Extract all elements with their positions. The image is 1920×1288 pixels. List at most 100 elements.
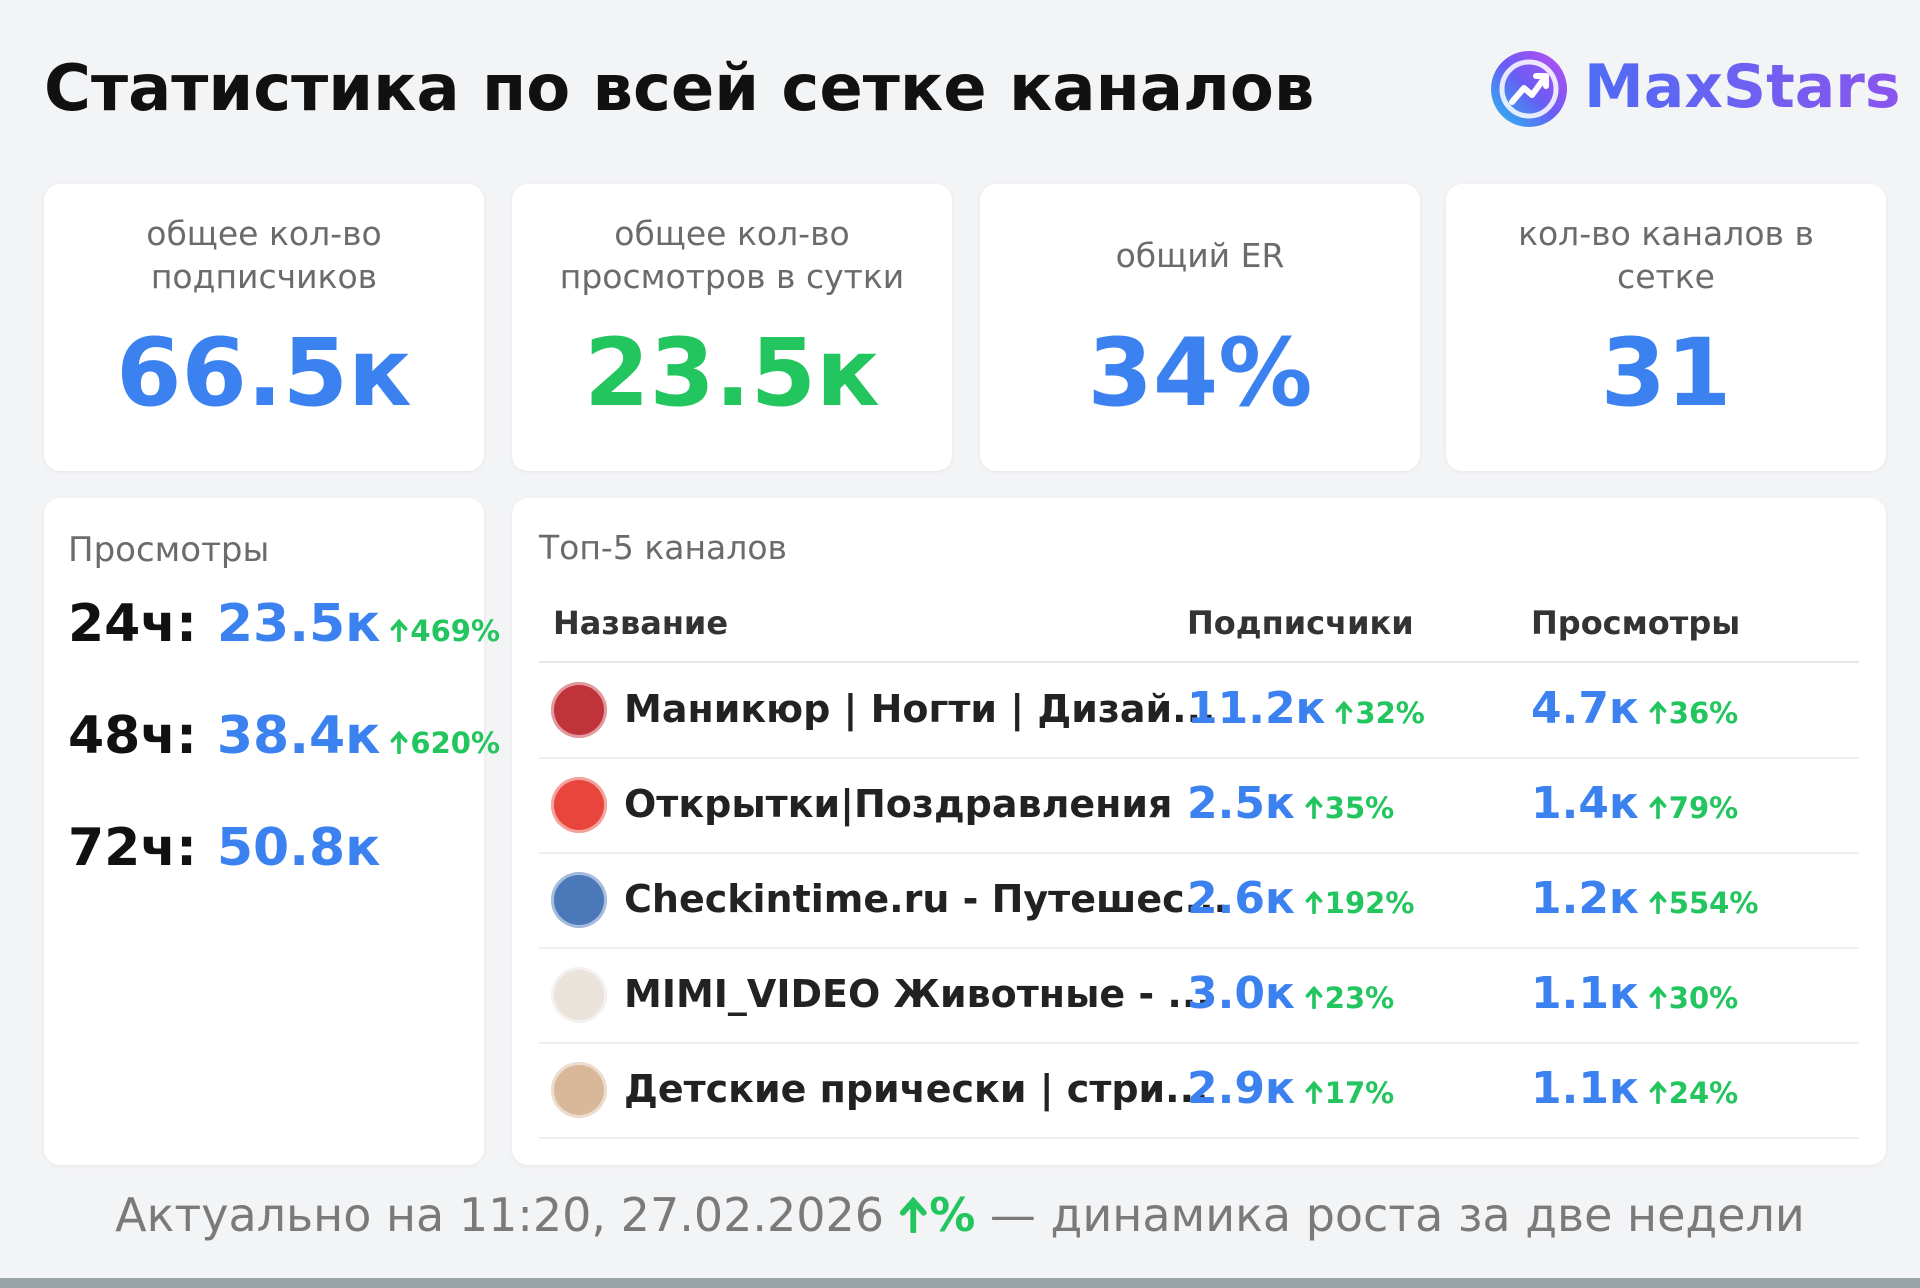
views-row: 72ч: 50.8к <box>68 818 380 878</box>
growth: 17% <box>1305 1076 1394 1110</box>
arrow-icon <box>1305 891 1323 915</box>
period: 72ч: <box>68 818 197 878</box>
footer-legend-wrap: % <box>899 1188 976 1242</box>
stat-value: 66.5к <box>116 319 412 428</box>
growth-value: 32% <box>1355 696 1425 730</box>
views: 1.1к <box>1531 1063 1639 1114</box>
views-value: 23.5к <box>216 594 381 654</box>
views: 1.4к <box>1531 778 1639 829</box>
stat-card: общее кол-во просмотров в сутки 23.5к <box>512 184 952 471</box>
growth-value: 17% <box>1324 1076 1395 1110</box>
views-row: 48ч: 38.4к 620% <box>68 706 500 766</box>
views-value: 38.4к <box>216 706 381 766</box>
arrow-icon <box>1305 986 1323 1010</box>
stat-value: 31 <box>1600 319 1732 428</box>
channel-avatar <box>551 967 607 1023</box>
subscribers: 2.9к <box>1187 1063 1295 1114</box>
subscribers: 11.2к <box>1187 683 1326 734</box>
stat-label: общий ER <box>1115 235 1285 275</box>
arrow-icon <box>1649 701 1667 725</box>
arrow-icon <box>1305 796 1323 820</box>
views: 1.1к <box>1531 968 1639 1019</box>
table-row: Открытки|Поздравления 2.5к 35% 1.4к 79% <box>539 758 1859 854</box>
column-header: Название <box>553 604 729 642</box>
growth-value: 79% <box>1668 791 1739 825</box>
growth: 36% <box>1649 696 1738 730</box>
channel-name: Детские прически | стри... <box>624 1067 1209 1111</box>
arrow-icon <box>1335 701 1353 725</box>
stat-label: общее кол-во подписчиков <box>146 214 382 296</box>
growth: 192% <box>1305 886 1415 920</box>
growth-value: 469% <box>410 614 501 648</box>
views-cell: 4.7к 36% <box>1531 683 1738 734</box>
arrow-icon <box>1305 1081 1323 1105</box>
arrow-icon <box>390 731 408 755</box>
table-row: Маникюр | Ногти | Дизай... 11.2к 32% 4.7к 36… <box>539 663 1859 759</box>
arrow-icon <box>1649 891 1667 915</box>
bottom-strip <box>0 1278 1920 1288</box>
growth-value: 192% <box>1324 886 1415 920</box>
growth-value: 554% <box>1668 886 1759 920</box>
table-row: Checkintime.ru - Путешес... 2.6к 192% 1.2к 5… <box>539 853 1859 949</box>
growth-value: 30% <box>1668 981 1739 1015</box>
growth-value: 23% <box>1324 981 1395 1015</box>
table-title: Топ-5 каналов <box>539 528 787 567</box>
growth: 24% <box>1649 1076 1738 1110</box>
subscribers: 3.0к <box>1187 968 1295 1019</box>
channel-avatar <box>551 872 607 928</box>
column-header: Подписчики <box>1187 604 1414 642</box>
stat-label: общее кол-во просмотров в сутки <box>559 214 905 296</box>
channel-name: Открытки|Поздравления <box>624 782 1173 826</box>
views-cell: 1.1к 30% <box>1531 968 1738 1019</box>
growth-value: 620% <box>410 726 501 760</box>
views-value: 50.8к <box>216 818 381 878</box>
table-panel: Топ-5 каналов Название Подписчики Просмотры… <box>512 498 1886 1165</box>
views: 1.2к <box>1531 873 1639 924</box>
growth-value: 35% <box>1324 791 1395 825</box>
subscribers: 2.5к <box>1187 778 1295 829</box>
footer-note: — динамика роста за две недели <box>989 1188 1805 1242</box>
period: 24ч: <box>68 594 197 654</box>
views-cell: 1.1к 24% <box>1531 1063 1738 1114</box>
table-row: MIMI_VIDEO Животные - ... 3.0к 23% 1.1к 30% <box>539 948 1859 1044</box>
arrow-icon <box>1649 796 1667 820</box>
views: 4.7к <box>1531 683 1639 734</box>
growth: 23% <box>1305 981 1394 1015</box>
stat-label: кол-во каналов в сетке <box>1518 214 1814 296</box>
footer-legend: % <box>929 1188 976 1242</box>
subscribers-cell: 2.6к 192% <box>1187 873 1414 924</box>
arrow-icon <box>1649 986 1667 1010</box>
growth: 30% <box>1649 981 1738 1015</box>
growth-value: 36% <box>1668 696 1739 730</box>
views-cell: 1.4к 79% <box>1531 778 1738 829</box>
subscribers-cell: 2.5к 35% <box>1187 778 1394 829</box>
views-panel: Просмотры 24ч: 23.5к 469% 48ч: 38.4к 620% 72ч: 5… <box>44 498 500 1165</box>
growth: 469% <box>390 614 500 648</box>
growth: 79% <box>1649 791 1738 825</box>
brand-logo <box>1491 51 1567 127</box>
stat-card: общее кол-во подписчиков 66.5к <box>44 184 484 471</box>
stat-value: 34% <box>1087 319 1313 428</box>
growth: 35% <box>1305 791 1394 825</box>
stat-card: общий ER 34% <box>980 184 1420 471</box>
growth: 620% <box>390 726 500 760</box>
brand: MaxStars <box>1584 52 1901 122</box>
views-row: 24ч: 23.5к 469% <box>68 594 500 654</box>
arrow-icon <box>390 619 408 643</box>
stat-value: 23.5к <box>584 319 880 428</box>
title: Статистика по всей сетке каналов <box>44 52 1315 126</box>
subscribers-cell: 3.0к 23% <box>1187 968 1394 1019</box>
growth: 32% <box>1335 696 1425 730</box>
column-header: Просмотры <box>1531 604 1741 642</box>
views-cell: 1.2к 554% <box>1531 873 1758 924</box>
growth-value: 24% <box>1668 1076 1739 1110</box>
arrow-icon <box>899 1196 927 1234</box>
footer-text: Актуально на 11:20, 27.02.2026 <box>115 1188 885 1242</box>
period: 48ч: <box>68 706 197 766</box>
subscribers-cell: 2.9к 17% <box>1187 1063 1394 1114</box>
channel-name: Checkintime.ru - Путешес... <box>624 877 1228 921</box>
header-rule <box>539 661 1859 663</box>
channel-avatar <box>551 682 607 738</box>
channel-avatar <box>551 777 607 833</box>
